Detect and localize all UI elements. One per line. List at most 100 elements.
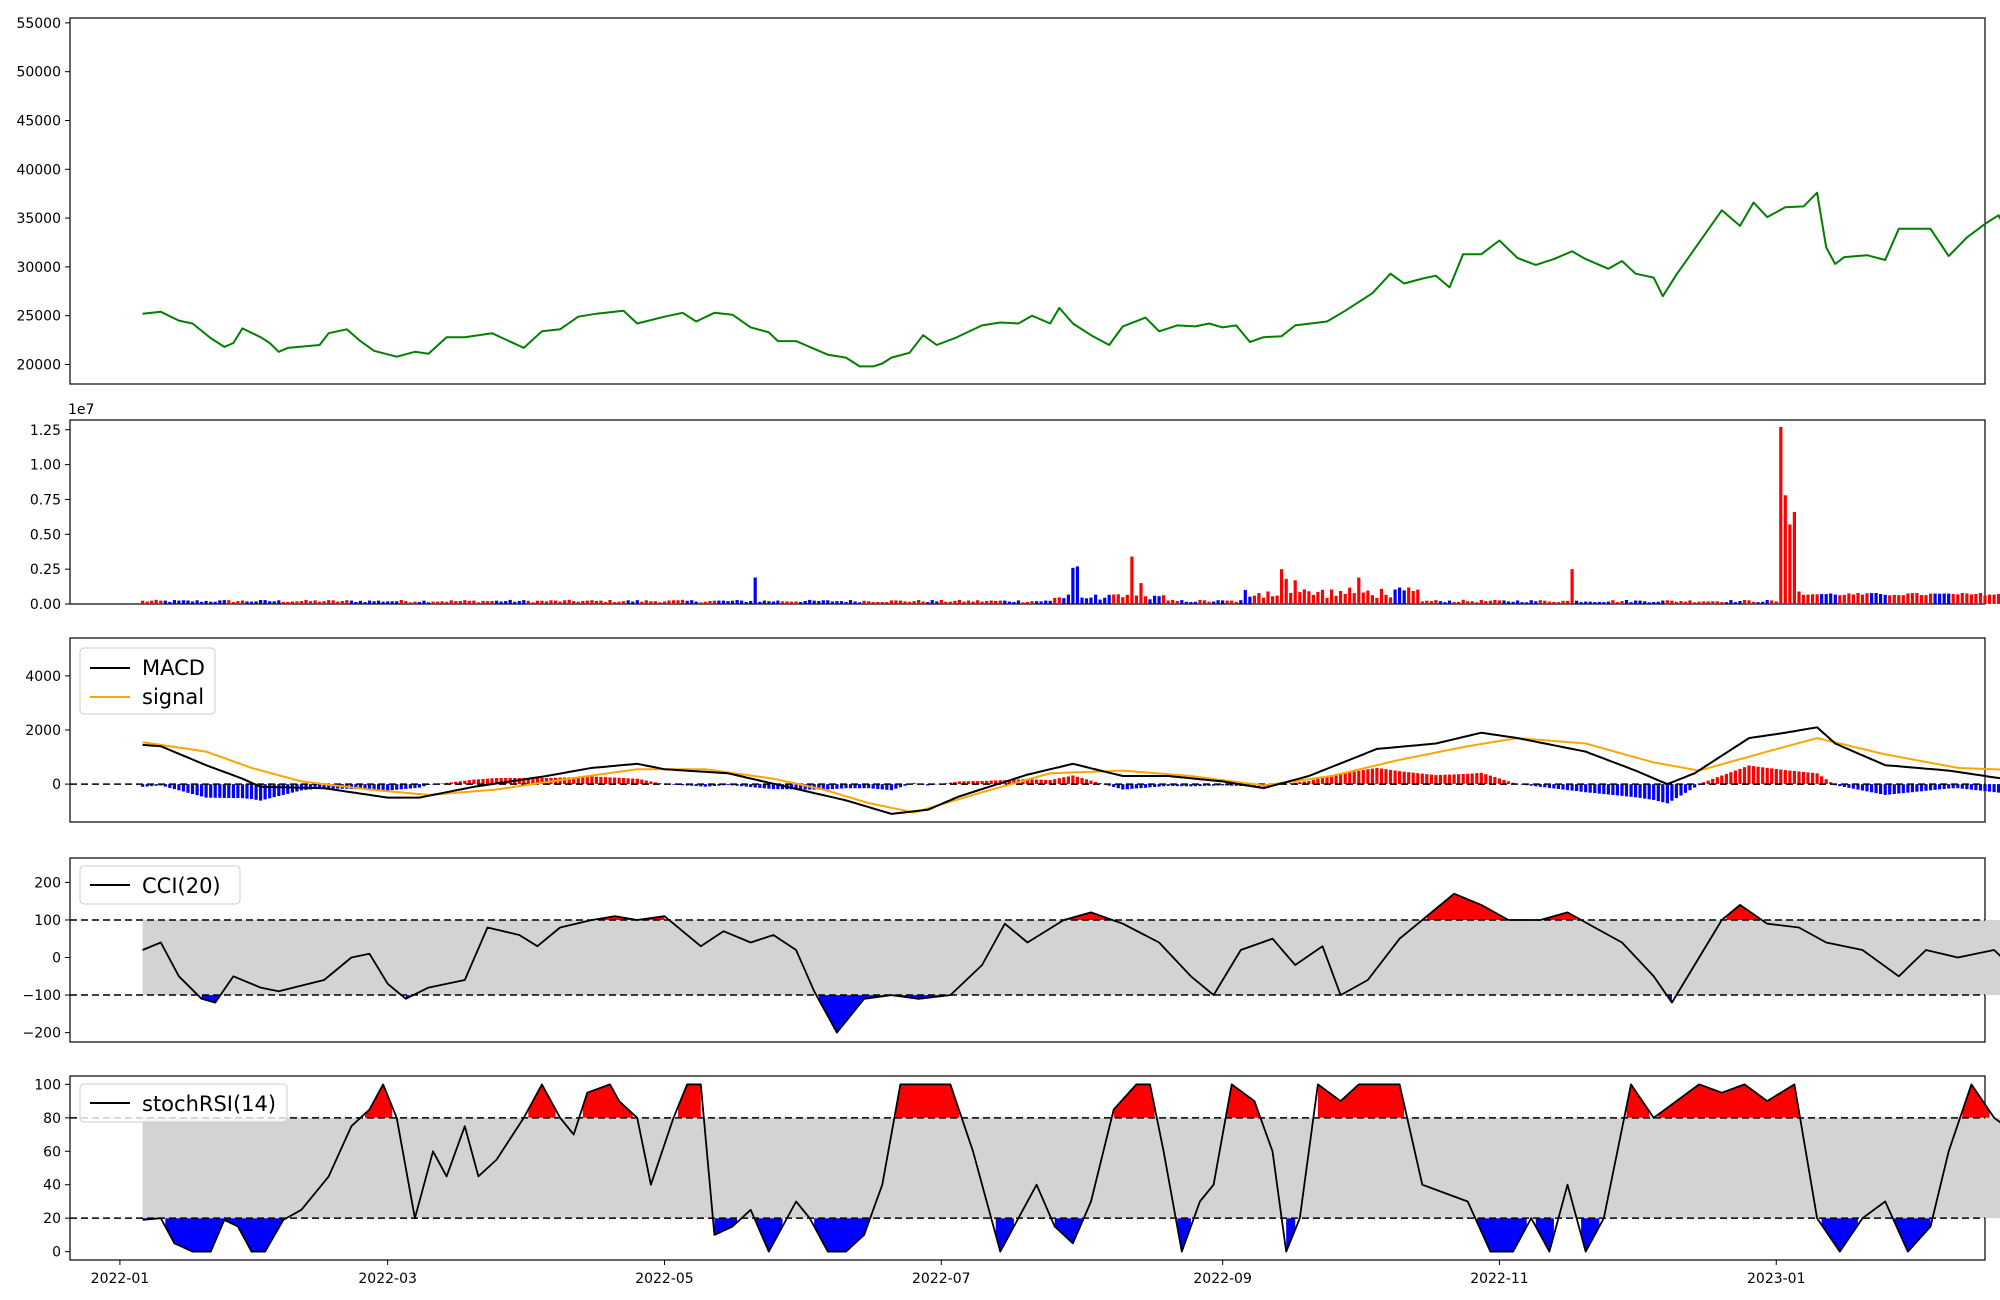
- macd-histogram-bar: [649, 781, 653, 785]
- macd-histogram-bar: [213, 784, 217, 798]
- macd-histogram-bar: [1606, 784, 1610, 795]
- macd-histogram-bar: [1361, 770, 1365, 785]
- macd-histogram-bar: [957, 781, 961, 785]
- macd-histogram-bar: [1057, 778, 1061, 785]
- stochrsi-overbought-fill: [1626, 1084, 1650, 1118]
- macd-histogram-bar: [1130, 784, 1134, 789]
- macd-histogram-bar: [1652, 784, 1656, 800]
- macd-histogram-bar: [1951, 784, 1955, 789]
- volume-bar: [1143, 596, 1148, 604]
- volume-bar: [190, 601, 195, 604]
- volume-bar: [349, 600, 353, 604]
- macd-histogram-bar: [821, 784, 825, 790]
- volume-bar: [939, 599, 943, 604]
- volume-bar: [1906, 593, 1910, 604]
- volume-bar: [1035, 601, 1039, 604]
- macd-histogram-bar: [1339, 773, 1343, 785]
- stochrsi-overbought-fill: [1113, 1084, 1155, 1118]
- y-tick-label: 0.00: [30, 597, 61, 613]
- volume-bar: [762, 600, 766, 604]
- macd-histogram-bar: [481, 779, 485, 785]
- macd-histogram-bar: [1053, 779, 1057, 785]
- macd-line: [142, 726, 2000, 815]
- volume-bar: [1066, 594, 1070, 604]
- stochrsi-line: [142, 1083, 2000, 1253]
- volume-bar: [1071, 567, 1075, 604]
- macd-histogram-bar: [145, 784, 149, 787]
- macd-histogram-bar: [454, 781, 458, 785]
- macd-panel: 0 2000 4000 MACD signal: [25, 637, 2000, 823]
- volume-bar: [1493, 599, 1497, 604]
- volume-bar: [495, 600, 499, 604]
- macd-histogram-bar: [308, 784, 313, 790]
- macd-histogram-bar: [259, 784, 263, 801]
- x-tick-label: 2023-01: [1747, 1271, 1806, 1287]
- volume-bar: [245, 601, 249, 604]
- macd-histogram-bar: [817, 784, 821, 790]
- macd-histogram-bar: [1711, 778, 1715, 785]
- macd-histogram-bar: [1007, 779, 1011, 785]
- macd-histogram-bar: [1779, 769, 1783, 785]
- volume-bar: [1157, 596, 1161, 604]
- volume-bar: [1860, 594, 1865, 604]
- macd-histogram-bar: [622, 778, 626, 785]
- volume-bar: [249, 601, 254, 604]
- volume-bar: [1520, 602, 1524, 604]
- macd-histogram-bar: [1679, 784, 1683, 796]
- macd-histogram-bar: [1761, 767, 1765, 785]
- volume-bar: [1497, 600, 1502, 604]
- y-tick-label: 40: [43, 1178, 61, 1194]
- volume-bar: [1801, 594, 1806, 604]
- macd-histogram-bar: [1788, 770, 1792, 785]
- price-line: [142, 191, 2000, 368]
- stochrsi-oversold-fill: [1535, 1218, 1554, 1252]
- volume-bar: [1166, 600, 1170, 604]
- volume-bar: [1021, 602, 1025, 604]
- macd-histogram-bar: [1497, 778, 1502, 785]
- volume-bar: [1856, 593, 1860, 604]
- macd-histogram-bar: [1897, 784, 1901, 794]
- macd-histogram-bar: [631, 778, 635, 785]
- volume-bar: [1189, 602, 1193, 604]
- macd-histogram-bar: [867, 784, 871, 789]
- volume-bar: [449, 600, 453, 604]
- volume-bar: [440, 601, 444, 604]
- volume-bar: [708, 601, 712, 604]
- volume-bar: [889, 600, 893, 604]
- macd-histogram-bar: [1715, 777, 1719, 785]
- macd-histogram-bar: [535, 778, 539, 785]
- macd-histogram-bar: [318, 784, 322, 789]
- macd-histogram-bar: [1180, 784, 1184, 787]
- y-tick-label: −200: [23, 1026, 61, 1042]
- volume-bar: [1965, 593, 1969, 604]
- volume-bar: [894, 600, 898, 604]
- volume-bar: [372, 601, 376, 604]
- macd-histogram-bar: [948, 782, 952, 785]
- volume-bar: [1620, 601, 1624, 604]
- macd-histogram-bar: [195, 784, 199, 796]
- macd-histogram-bar: [163, 784, 167, 787]
- y-tick-label: 80: [43, 1111, 61, 1127]
- macd-histogram-bar: [1116, 784, 1120, 789]
- volume-bar: [1248, 596, 1252, 604]
- macd-histogram-bar: [1570, 784, 1574, 791]
- macd-histogram-bar: [585, 776, 589, 785]
- macd-histogram-bar: [717, 784, 721, 786]
- volume-bar: [1611, 600, 1615, 604]
- macd-histogram-bar: [1656, 784, 1660, 802]
- volume-bar: [481, 600, 485, 604]
- macd-histogram-bar: [1184, 784, 1188, 787]
- volume-bar: [821, 600, 825, 604]
- volume-bar: [1933, 593, 1937, 604]
- volume-bar: [694, 601, 698, 604]
- volume-bar: [1715, 601, 1719, 604]
- volume-bar: [1647, 602, 1651, 604]
- volume-bar: [1833, 594, 1837, 604]
- y-tick-label: 2000: [25, 723, 61, 739]
- legend-label: CCI(20): [142, 874, 221, 898]
- macd-histogram-bar: [1552, 784, 1556, 789]
- macd-histogram-bar: [1071, 775, 1075, 785]
- volume-bar: [921, 601, 925, 604]
- cci-neutral-band: [142, 919, 2000, 996]
- macd-histogram-bar: [381, 784, 385, 791]
